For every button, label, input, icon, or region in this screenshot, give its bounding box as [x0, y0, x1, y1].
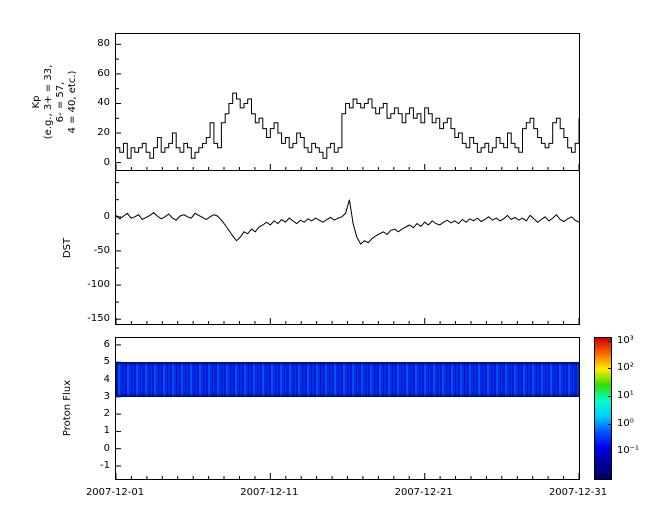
kp-panel — [115, 33, 580, 171]
y-tick-label: 0 — [103, 156, 110, 168]
proton-flux-plot — [116, 344, 579, 479]
y-tick-label: -100 — [87, 279, 110, 291]
y-tick-label: 40 — [97, 97, 110, 109]
y-tick-label: 0 — [103, 210, 110, 222]
x-tick-label: 2007-12-31 — [548, 487, 608, 498]
colorbar-tick-label: 10³ — [617, 335, 634, 346]
colorbar-tick-label: 10¹ — [617, 390, 634, 402]
y-tick-label: 80 — [97, 38, 110, 50]
colorbar-tick — [608, 423, 612, 425]
y-tick-label: 20 — [97, 127, 110, 139]
dst-plot — [116, 182, 579, 324]
colorbar-tick — [608, 396, 612, 398]
y-tick-label: 2 — [103, 408, 110, 420]
colorbar — [594, 337, 612, 480]
kp-plot — [116, 43, 579, 170]
y-tick-label: 1 — [103, 425, 110, 437]
colorbar-tick — [608, 368, 612, 370]
x-tick-label: 2007-12-11 — [240, 487, 299, 498]
y-tick-label: -50 — [93, 244, 110, 256]
proton-flux-panel — [115, 337, 580, 480]
dst-series — [116, 199, 579, 245]
colorbar-tick — [608, 450, 612, 452]
y-tick-label: 0 — [103, 442, 110, 454]
colorbar-tick-label: 10² — [617, 362, 634, 374]
y-tick-label: 60 — [97, 67, 110, 79]
colorbar-tick-label: 10⁰ — [617, 417, 634, 429]
y-tick-label: 3 — [103, 390, 110, 402]
y-tick-label: -1 — [100, 460, 110, 472]
x-tick-label: 2007-12-21 — [394, 487, 453, 498]
y-tick-label: 4 — [103, 373, 110, 385]
dst-panel — [115, 170, 580, 325]
y-tick-label: 5 — [103, 356, 110, 368]
y-tick-label: 6 — [103, 338, 110, 350]
proton-flux-spectrogram-band — [116, 362, 579, 397]
y-tick-label: -150 — [87, 313, 110, 325]
colorbar-tick — [608, 341, 612, 342]
x-tick-label: 2007-12-01 — [85, 487, 145, 498]
colorbar-tick-label: 10⁻¹ — [617, 444, 640, 456]
kp-series — [116, 92, 579, 159]
